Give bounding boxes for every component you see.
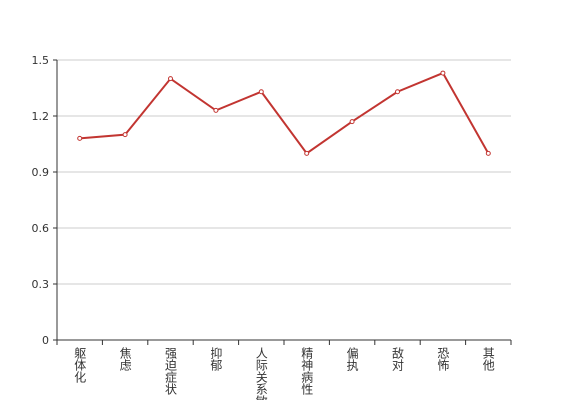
y-tick-label: 0.9 [32,166,50,179]
point [485,150,491,156]
x-tick-label: 抑郁 [209,346,223,372]
y-tick-label: 0.3 [32,278,50,291]
y-tick-label: 1.5 [32,54,50,67]
x-tick-label: 敌对 [391,346,405,371]
point [440,70,446,76]
x-tick-label: 其他 [481,347,495,371]
point [395,89,400,95]
point [304,150,310,156]
y-tick-label: 1.2 [32,110,50,123]
point [168,76,173,82]
x-tick-label: 强迫症状 [164,347,178,395]
x-tick-label: 精神病性 [300,347,314,396]
point [213,107,219,113]
point [122,132,128,138]
point [77,135,83,141]
x-tick-label: 偏执 [345,346,359,372]
line [79,71,490,155]
x-tick-label: 焦虑 [118,347,132,371]
x-tick-label: 恐怖 [436,347,450,371]
x-tick-label: 人际关系敏感 [254,347,268,400]
point [349,119,355,125]
x-tick-label: 躯体化 [73,346,87,384]
y-tick-label: 0 [42,334,49,347]
y-tick-label: 0.6 [32,222,50,235]
point [258,89,264,95]
